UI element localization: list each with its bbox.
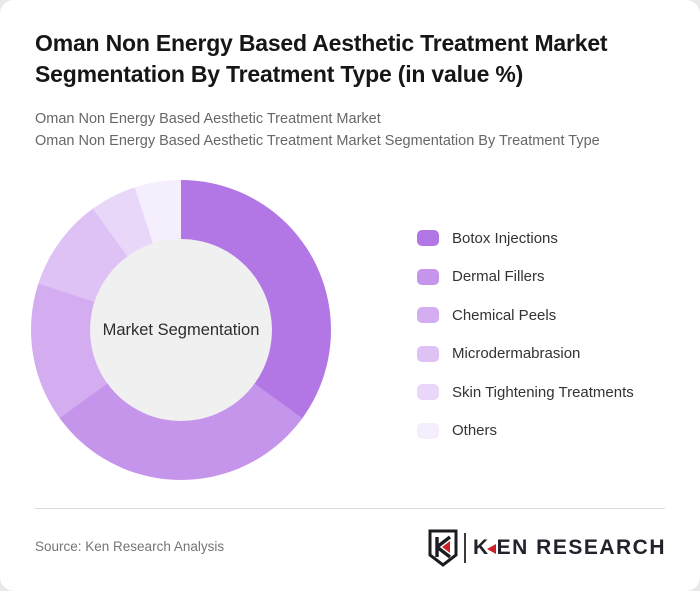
legend-label: Dermal Fillers bbox=[452, 268, 545, 285]
footer-divider bbox=[35, 508, 665, 509]
legend-swatch bbox=[417, 384, 439, 400]
red-arrow-icon bbox=[486, 543, 496, 554]
legend-swatch bbox=[417, 230, 439, 246]
legend-swatch bbox=[417, 345, 439, 362]
legend-label: Skin Tightening Treatments bbox=[452, 383, 634, 401]
legend-label: Others bbox=[452, 422, 498, 439]
legend-swatch bbox=[417, 307, 439, 323]
logo-separator bbox=[463, 533, 466, 563]
legend-item: Chemical Peels bbox=[417, 304, 634, 326]
legend-label: Chemical Peels bbox=[452, 306, 557, 324]
brand-wordmark: K EN RESEARCH bbox=[473, 536, 666, 560]
chart-subtitle: Oman Non Energy Based Aesthetic Treatmen… bbox=[35, 109, 675, 152]
shield-k-icon bbox=[428, 529, 458, 567]
page-title: Oman Non Energy Based Aesthetic Treatmen… bbox=[35, 30, 608, 87]
ken-research-logo: K EN RESEARCH bbox=[427, 528, 666, 568]
legend-item: Microdermabrasion bbox=[417, 343, 634, 365]
subtitle-line-2: Oman Non Energy Based Aesthetic Treatmen… bbox=[35, 132, 600, 149]
legend-label: Botox Injections bbox=[452, 229, 558, 247]
source-note: Source: Ken Research Analysis bbox=[35, 539, 225, 554]
donut-center-label: Market Segmentation bbox=[102, 320, 260, 339]
chart-legend: Botox Injections Dermal Fillers Chemical P… bbox=[417, 227, 634, 458]
brand-k: K bbox=[472, 536, 490, 559]
legend-label: Microdermabrasion bbox=[452, 345, 581, 362]
legend-swatch bbox=[417, 422, 439, 439]
subtitle-line-1: Oman Non Energy Based Aesthetic Treatmen… bbox=[35, 111, 381, 127]
donut-hole: Market Segmentation bbox=[90, 239, 272, 421]
legend-item: Others bbox=[417, 420, 634, 442]
donut-chart: Market Segmentation bbox=[31, 180, 331, 480]
legend-swatch bbox=[417, 268, 439, 285]
legend-item: Skin Tightening Treatments bbox=[417, 381, 634, 403]
legend-item: Dermal Fillers bbox=[417, 266, 634, 288]
brand-rest: EN RESEARCH bbox=[496, 536, 666, 559]
legend-item: Botox Injections bbox=[417, 227, 634, 249]
